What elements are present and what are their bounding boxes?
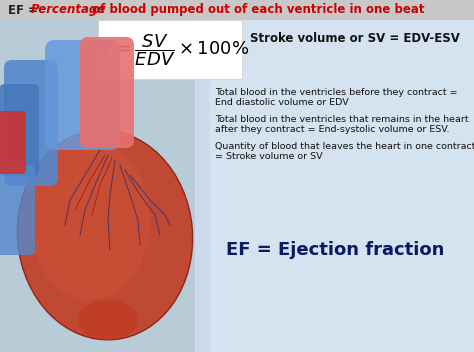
FancyBboxPatch shape bbox=[210, 18, 474, 352]
Text: after they contract = End-systolic volume or ESV.: after they contract = End-systolic volum… bbox=[215, 125, 449, 134]
FancyBboxPatch shape bbox=[195, 18, 474, 352]
Text: EF =: EF = bbox=[8, 4, 42, 17]
Ellipse shape bbox=[78, 300, 138, 340]
FancyBboxPatch shape bbox=[0, 0, 474, 20]
FancyBboxPatch shape bbox=[80, 37, 134, 148]
Text: Total blood in the ventricles before they contract =: Total blood in the ventricles before the… bbox=[215, 88, 457, 97]
Text: Stroke volume or SV = EDV-ESV: Stroke volume or SV = EDV-ESV bbox=[250, 31, 460, 44]
Text: End diastolic volume or EDV: End diastolic volume or EDV bbox=[215, 98, 349, 107]
FancyBboxPatch shape bbox=[98, 20, 242, 79]
Text: = Stroke volume or SV: = Stroke volume or SV bbox=[215, 152, 323, 161]
Text: $EF = \dfrac{SV}{EDV} \times 100\%$: $EF = \dfrac{SV}{EDV} \times 100\%$ bbox=[91, 32, 249, 68]
FancyBboxPatch shape bbox=[0, 111, 26, 174]
FancyBboxPatch shape bbox=[4, 60, 58, 186]
FancyBboxPatch shape bbox=[0, 0, 210, 352]
Text: of blood pumped out of each ventricle in one beat: of blood pumped out of each ventricle in… bbox=[88, 4, 425, 17]
FancyBboxPatch shape bbox=[45, 40, 120, 150]
Ellipse shape bbox=[30, 140, 150, 300]
FancyBboxPatch shape bbox=[0, 84, 39, 176]
Text: Quantity of blood that leaves the heart in one contraction: Quantity of blood that leaves the heart … bbox=[215, 142, 474, 151]
Text: Percentage: Percentage bbox=[31, 4, 106, 17]
Text: EF = Ejection fraction: EF = Ejection fraction bbox=[226, 241, 444, 259]
FancyBboxPatch shape bbox=[0, 165, 35, 255]
Ellipse shape bbox=[18, 130, 192, 340]
Text: Total blood in the ventricles that remains in the heart: Total blood in the ventricles that remai… bbox=[215, 115, 469, 124]
